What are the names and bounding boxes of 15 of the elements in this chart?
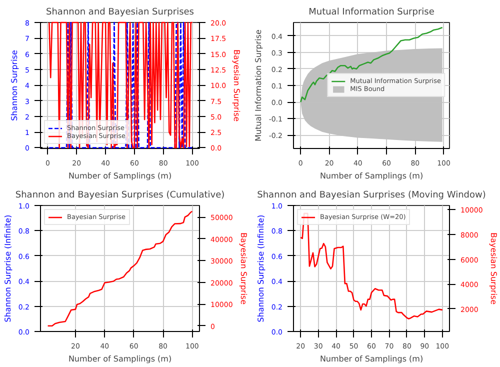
chart-title: Shannon and Bayesian Surprises (Cumulative)	[15, 190, 225, 200]
y2-axis-title: Bayesian Surprise	[238, 232, 248, 305]
y-axis-title: Shannon Surprise	[10, 50, 20, 121]
y2-axis-title: Bayesian Surprise	[488, 232, 498, 305]
y2-axis-title: Bayesian Surprise	[232, 49, 242, 122]
x-axis-title: Number of Samplings (m)	[320, 172, 424, 180]
y-axis-title: Mutual Information Surprise	[254, 30, 263, 142]
chart-title: Mutual Information Surprise	[308, 8, 435, 18]
x-axis-title: Number of Samplings (m)	[68, 354, 172, 364]
chart-title: Shannon and Bayesian Surprises	[46, 8, 194, 18]
y-axis-title: Shannon Surprise (Infinite)	[256, 214, 266, 322]
chart-title: Shannon and Bayesian Surprises (Moving Window)	[257, 190, 486, 200]
x-axis-title: Number of Samplings (m)	[68, 172, 172, 180]
y-axis-title: Shannon Surprise (Infinite)	[3, 214, 12, 322]
x-axis-title: Number of Samplings (m)	[320, 354, 424, 364]
